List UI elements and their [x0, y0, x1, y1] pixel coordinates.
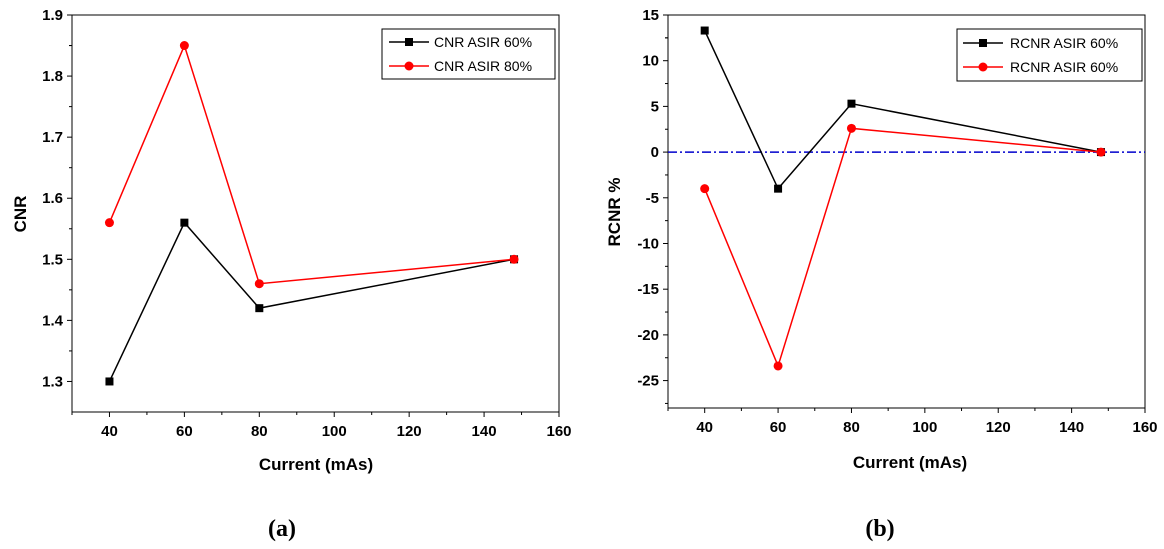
chart-b-legend-box	[956, 28, 1143, 82]
chart-b-y-axis-title: RCNR %	[605, 178, 624, 247]
chart-b-legend: RCNR ASIR 60% RCNR ASIR 60%	[956, 28, 1143, 82]
chart-a-legend-marker-2	[404, 61, 414, 71]
y-tick-label: 5	[651, 98, 659, 115]
y-tick-label: 1.3	[42, 373, 63, 390]
chart-a-legend-item-1: CNR ASIR 60%	[389, 34, 532, 50]
data-point	[509, 254, 519, 264]
chart-a-series	[104, 41, 519, 386]
y-tick-label: 0	[651, 144, 659, 161]
chart-b-legend-label-1: RCNR ASIR 60%	[1010, 35, 1118, 51]
data-point	[847, 99, 856, 108]
x-tick-label: 120	[986, 419, 1011, 436]
chart-b-series-1-line	[704, 30, 1102, 191]
x-tick-label: 60	[176, 423, 193, 440]
data-point	[254, 279, 264, 289]
chart-b-frame	[667, 14, 1146, 409]
chart-b: 40 60 80 100 120 140 160 -25-20-15-10-5051015 …	[605, 7, 1158, 542]
data-point	[104, 218, 114, 228]
chart-a-x-axis-title: Current (mAs)	[259, 455, 373, 474]
x-tick-label: 160	[546, 423, 571, 440]
chart-b-legend-label-2: RCNR ASIR 60%	[1010, 59, 1118, 75]
chart-b-panel-label: (b)	[865, 516, 894, 542]
chart-a-legend-label-1: CNR ASIR 60%	[434, 34, 532, 50]
data-point	[180, 218, 189, 227]
x-tick-label: 40	[696, 419, 713, 436]
y-tick-label: 1.7	[42, 129, 63, 146]
chart-a-y-axis-title: CNR	[11, 196, 30, 233]
data-point	[773, 361, 783, 371]
x-tick-label: 40	[101, 423, 118, 440]
chart-b-legend-item-2: RCNR ASIR 60%	[963, 59, 1118, 75]
data-point	[105, 377, 114, 386]
x-tick-label: 60	[770, 419, 787, 436]
y-tick-label: 1.9	[42, 7, 63, 24]
y-tick-label: -10	[637, 235, 659, 252]
y-tick-label: -5	[646, 190, 659, 207]
chart-a-panel-label: (a)	[268, 516, 296, 542]
data-point	[700, 184, 710, 194]
x-tick-label: 120	[397, 423, 422, 440]
chart-b-x-ticks: 40 60 80 100 120 140 160	[667, 408, 1158, 436]
chart-b-legend-marker-2	[978, 62, 988, 72]
y-tick-label: 1.8	[42, 68, 63, 85]
data-point	[179, 41, 189, 51]
chart-b-legend-item-1: RCNR ASIR 60%	[963, 35, 1118, 51]
x-tick-label: 80	[251, 423, 268, 440]
y-tick-label: 1.4	[42, 312, 64, 329]
x-tick-label: 100	[912, 419, 937, 436]
y-tick-label: 15	[642, 7, 659, 24]
x-tick-label: 140	[1059, 419, 1084, 436]
x-tick-label: 160	[1132, 419, 1157, 436]
chart-a-legend-marker-1	[405, 38, 413, 46]
y-tick-label: 10	[642, 53, 659, 70]
x-tick-label: 80	[843, 419, 860, 436]
data-point	[846, 123, 856, 133]
chart-a-legend-box	[381, 28, 556, 80]
x-tick-label: 140	[472, 423, 497, 440]
chart-b-y-ticks: -25 -20 -15 -10 -5 0 5 10 15	[637, 7, 668, 404]
chart-a-series-2-line	[108, 43, 515, 285]
chart-b-legend-marker-1	[979, 39, 987, 47]
chart-a-y-ticks: 1.3 1.4 1.5 1.6 1.7 1.8 1.9	[42, 7, 72, 390]
chart-b-series	[700, 26, 1106, 371]
data-point	[700, 26, 709, 35]
chart-a-legend: CNR ASIR 60% CNR ASIR 80%	[381, 28, 556, 80]
chart-b-x-axis-title: Current (mAs)	[853, 453, 967, 472]
chart-a-frame	[71, 14, 560, 413]
chart-a-legend-label-2: CNR ASIR 80%	[434, 58, 532, 74]
y-tick-label: -20	[637, 327, 659, 344]
y-tick-label: -25	[637, 373, 659, 390]
chart-b-series-2-line	[703, 127, 1102, 369]
chart-a-series-1-line	[108, 221, 515, 382]
data-point	[255, 304, 264, 313]
data-point	[774, 184, 783, 193]
chart-a-x-ticks: 40 60 80 100 120 140 160	[71, 412, 572, 440]
y-tick-label: 1.6	[42, 190, 63, 207]
chart-a-legend-item-2: CNR ASIR 80%	[389, 58, 532, 74]
x-tick-label: 100	[322, 423, 347, 440]
y-tick-label: -15	[637, 281, 659, 298]
chart-a: 40 60 80 100 120 140 160 1.3 1.4 1.5 1.6 1.7 1.8 1.9…	[11, 7, 572, 542]
y-tick-label: 1.5	[42, 251, 63, 268]
data-point	[1096, 147, 1106, 157]
